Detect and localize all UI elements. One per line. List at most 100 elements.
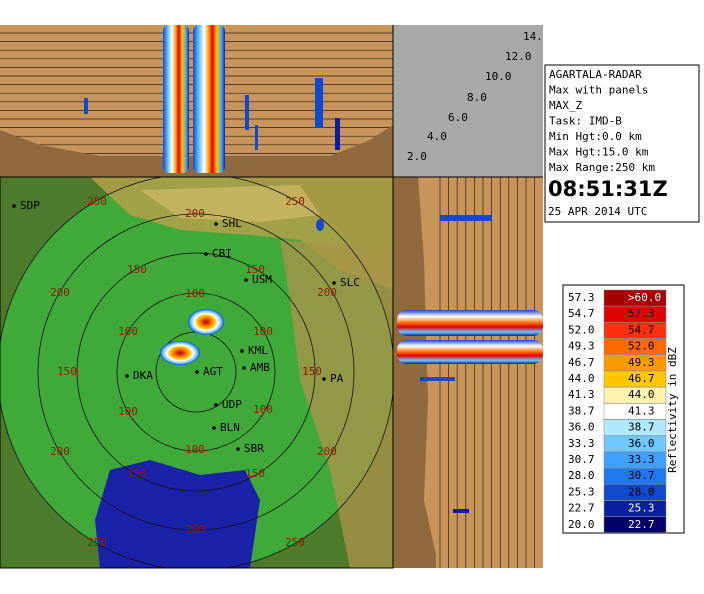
station-label: USM (252, 273, 272, 286)
legend-high: 28.0 (628, 485, 655, 498)
legend-high: 44.0 (628, 388, 655, 401)
info-line: Task: IMD-B (549, 115, 622, 128)
legend-low: 52.0 (568, 323, 595, 336)
range-label: 150 (127, 263, 147, 276)
station-label: BLN (220, 421, 240, 434)
range-label: 100 (185, 287, 205, 300)
legend-low: 25.3 (568, 485, 595, 498)
ppi-map: SDP SHL CBI USM SLC KML AMB DKA AGT UDP BLN SBR PA 25… (0, 177, 393, 568)
station-label: KML (248, 344, 268, 357)
height-label: 14. (523, 30, 543, 43)
legend-high: 33.3 (628, 453, 655, 466)
station-label: CBI (212, 247, 232, 260)
range-label: 100 (253, 325, 273, 338)
legend-low: 30.7 (568, 453, 595, 466)
height-label: 12.0 (505, 50, 532, 63)
info-line: AGARTALA-RADAR (549, 68, 642, 81)
legend-low: 38.7 (568, 404, 595, 417)
info-line: Min Hgt:0.0 km (549, 130, 642, 143)
legend-low: 36.0 (568, 421, 595, 434)
station-label: SBR (244, 442, 264, 455)
info-line: Max Range:250 km (549, 161, 655, 174)
legend-low: 54.7 (568, 307, 595, 320)
range-label: 150 (245, 263, 265, 276)
station-marker (204, 252, 208, 256)
top-section-panel (0, 25, 393, 177)
legend-high: 49.3 (628, 356, 655, 369)
station-marker (12, 204, 16, 208)
height-label: 4.0 (427, 130, 447, 143)
legend-low: 20.0 (568, 518, 595, 531)
legend-swatch (603, 516, 667, 534)
height-label: 10.0 (485, 70, 512, 83)
info-line: Max Hgt:15.0 km (549, 146, 649, 159)
legend-high: 54.7 (628, 323, 655, 336)
range-label: 100 (118, 325, 138, 338)
station-marker (212, 426, 216, 430)
side-section-panel (393, 177, 543, 568)
range-label: 200 (185, 523, 205, 536)
legend-high: 46.7 (628, 372, 655, 385)
time: 08:51:31Z (548, 177, 668, 201)
range-label: 200 (50, 286, 70, 299)
legend-high: 52.0 (628, 340, 655, 353)
legend-low: 49.3 (568, 340, 595, 353)
legend-high: 22.7 (628, 518, 655, 531)
station-label: SHL (222, 217, 242, 230)
station-marker (244, 278, 248, 282)
range-label: 250 (87, 536, 107, 549)
range-label: 100 (185, 443, 205, 456)
station-marker (125, 374, 129, 378)
station-marker (195, 370, 199, 374)
legend-title: Reflectivity in dBZ (666, 347, 679, 473)
range-label: 150 (302, 365, 322, 378)
station-label: UDP (222, 398, 242, 411)
station-label: PA (330, 372, 344, 385)
legend-high: 25.3 (628, 502, 655, 515)
station-marker (322, 377, 326, 381)
station-label: SLC (340, 276, 360, 289)
range-label: 100 (253, 403, 273, 416)
station-marker (236, 447, 240, 451)
height-scale-panel (393, 25, 543, 177)
station-marker (242, 366, 246, 370)
legend-low: 33.3 (568, 437, 595, 450)
range-label: 250 (285, 536, 305, 549)
legend-low: 41.3 (568, 388, 595, 401)
station-label: SDP (20, 199, 40, 212)
legend-low: 22.7 (568, 502, 595, 515)
info-box (544, 64, 700, 223)
station-label: AGT (203, 365, 223, 378)
range-label: 150 (245, 467, 265, 480)
legend-high: 36.0 (628, 437, 655, 450)
legend-low: 28.0 (568, 469, 595, 482)
station-marker (240, 349, 244, 353)
legend-high: >60.0 (628, 291, 661, 304)
info-line: Max with panels (549, 84, 648, 97)
legend-high: 57.3 (628, 307, 655, 320)
legend-low: 44.0 (568, 372, 595, 385)
legend-low: 57.3 (568, 291, 595, 304)
range-label: 200 (317, 445, 337, 458)
station-marker (214, 222, 218, 226)
info-line: MAX_Z (549, 99, 582, 112)
legend-high: 38.7 (628, 421, 655, 434)
date: 25 APR 2014 UTC (548, 205, 647, 218)
station-marker (214, 403, 218, 407)
range-label: 150 (57, 365, 77, 378)
station-marker (332, 281, 336, 285)
range-label: 150 (127, 467, 147, 480)
legend-low: 46.7 (568, 356, 595, 369)
station-label: AMB (250, 361, 270, 374)
range-label: 250 (285, 195, 305, 208)
station-label: DKA (133, 369, 153, 382)
range-label: 200 (185, 207, 205, 220)
range-label: 200 (317, 286, 337, 299)
height-label: 6.0 (448, 111, 468, 124)
range-label: 250 (87, 195, 107, 208)
height-label: 8.0 (467, 91, 487, 104)
legend-high: 41.3 (628, 404, 655, 417)
range-label: 200 (50, 445, 70, 458)
